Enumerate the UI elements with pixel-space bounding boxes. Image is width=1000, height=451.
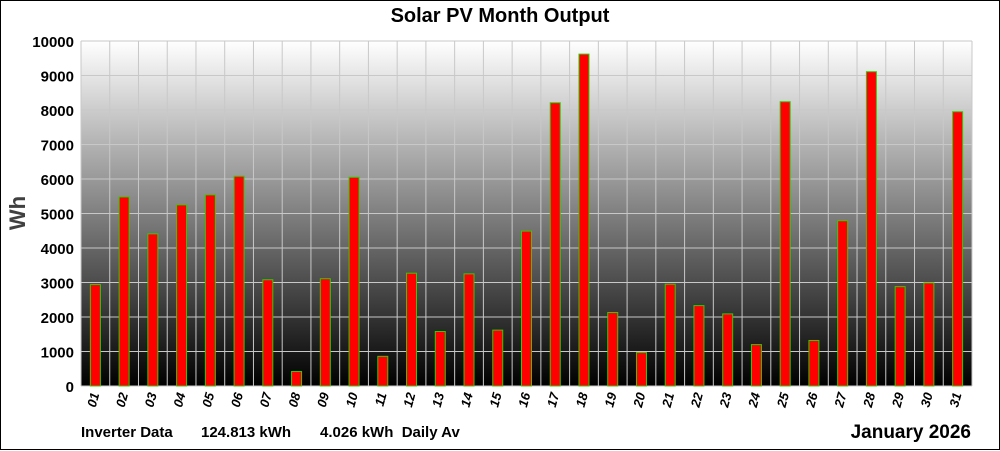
x-tick-label: 29 [889, 390, 908, 410]
x-tick-label: 16 [515, 390, 533, 409]
x-tick-label: 01 [84, 391, 102, 409]
x-tick-label: 11 [372, 391, 390, 408]
footer-daily-average: 4.026 kWh Daily Av [320, 424, 460, 441]
y-tick-label: 7000 [41, 138, 74, 155]
y-tick-label: 3000 [41, 276, 74, 293]
x-tick-label: 03 [142, 390, 160, 409]
bar-day-26 [808, 339, 820, 387]
footer-source-label: Inverter Data [81, 424, 173, 441]
bar-day-25 [779, 101, 791, 387]
y-tick-label: 0 [66, 379, 74, 396]
x-tick-label: 22 [687, 390, 706, 410]
bar-day-20 [635, 352, 647, 387]
x-tick-labels: 01 02 03 04 05 06 07 08 09 10 11 12 13 14 15 16 17 18 19 20… [84, 390, 964, 410]
y-tick-label: 1000 [41, 345, 74, 362]
footer-period: January 2026 [850, 422, 971, 443]
bar-day-17 [549, 102, 561, 387]
x-tick-label: 26 [802, 390, 821, 410]
bar-day-28 [865, 71, 877, 387]
bar-day-24 [750, 344, 762, 387]
footer-total-energy: 124.813 kWh [201, 424, 292, 441]
x-tick-label: 23 [716, 390, 735, 410]
bar-day-30 [923, 282, 935, 387]
bar-day-18 [578, 53, 590, 387]
x-tick-label: 05 [199, 390, 217, 409]
x-tick-label: 04 [170, 390, 188, 409]
bar-day-01 [89, 284, 101, 387]
x-tick-label: 14 [458, 390, 476, 409]
x-tick-label: 21 [659, 391, 677, 410]
bar-day-03 [147, 233, 159, 387]
y-tick-labels: 0 1000 2000 3000 4000 5000 6000 7000 8000 9000 100… [32, 34, 74, 396]
bar-day-02 [118, 196, 130, 387]
bar-day-14 [463, 273, 475, 387]
x-tick-label: 25 [774, 390, 793, 410]
x-tick-label: 08 [285, 390, 303, 409]
x-tick-label: 13 [429, 390, 447, 409]
x-tick-label: 19 [601, 390, 619, 409]
bar-day-16 [521, 230, 532, 387]
bar-day-21 [664, 283, 676, 387]
x-tick-label: 28 [860, 390, 879, 410]
x-tick-label: 31 [946, 391, 964, 409]
y-tick-label: 2000 [41, 310, 74, 327]
chart-title: Solar PV Month Output [391, 5, 610, 27]
x-tick-label: 12 [400, 390, 418, 409]
bar-day-23 [722, 313, 734, 387]
bar-day-04 [176, 204, 188, 387]
x-tick-label: 27 [831, 390, 850, 410]
y-tick-label: 10000 [32, 34, 74, 51]
y-tick-label: 4000 [41, 241, 74, 258]
bar-day-31 [952, 111, 964, 387]
bar-day-22 [693, 305, 705, 387]
bar-day-09 [319, 278, 331, 387]
y-tick-label: 6000 [41, 172, 74, 189]
bar-day-07 [262, 279, 274, 387]
bar-day-15 [492, 329, 504, 387]
grid-lines [80, 40, 973, 387]
bar-day-29 [894, 286, 906, 387]
x-tick-label: 17 [544, 390, 562, 409]
x-tick-label: 02 [113, 390, 131, 409]
bar-day-13 [434, 330, 446, 387]
x-tick-label: 06 [228, 390, 246, 409]
bar-day-06 [233, 175, 245, 387]
x-tick-label: 18 [573, 390, 591, 409]
x-tick-label: 10 [343, 390, 361, 409]
bar-day-27 [837, 220, 849, 387]
bar-day-05 [204, 194, 216, 387]
x-tick-label: 20 [630, 390, 649, 410]
bar-series [89, 53, 964, 387]
bar-day-19 [607, 312, 619, 387]
x-tick-label: 24 [745, 390, 764, 410]
x-tick-label: 15 [486, 390, 504, 409]
x-tick-label: 30 [918, 390, 936, 409]
bar-day-08 [291, 371, 303, 387]
y-tick-label: 9000 [41, 69, 74, 86]
bar-day-10 [348, 176, 360, 387]
bar-day-11 [377, 355, 389, 387]
y-tick-label: 8000 [41, 103, 74, 120]
y-tick-label: 5000 [41, 207, 74, 224]
x-tick-label: 09 [314, 390, 332, 409]
x-tick-label: 07 [256, 390, 274, 409]
y-axis-title: Wh [5, 196, 30, 230]
bar-day-12 [406, 272, 418, 387]
